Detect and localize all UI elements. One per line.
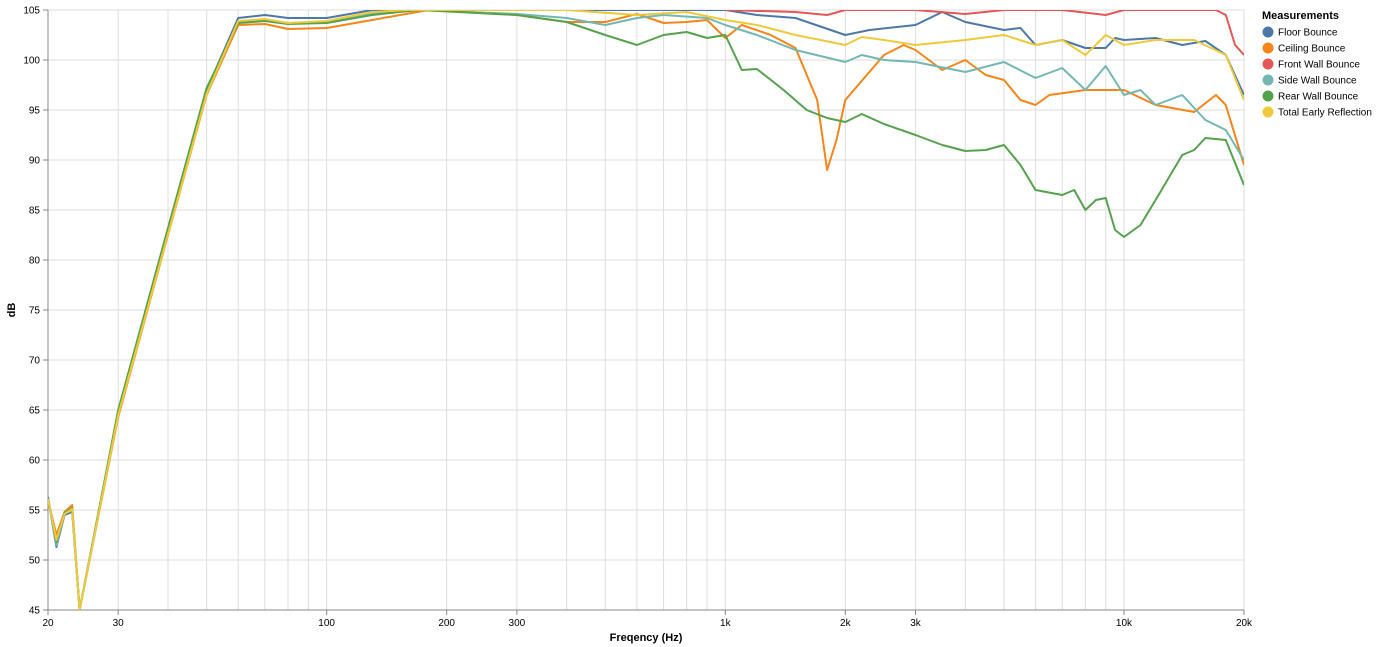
legend: Measurements Floor Bounce Ceiling Bounce F… xyxy=(1262,10,1372,119)
legend-swatch-ceiling-bounce xyxy=(1262,42,1274,54)
legend-label-floor-bounce: Floor Bounce xyxy=(1278,28,1338,39)
legend-label-front-wall-bounce: Front Wall Bounce xyxy=(1278,60,1360,71)
series-line-total-early-reflection xyxy=(48,10,1244,610)
x-tick-label: 20 xyxy=(42,618,54,629)
y-tick-label: 90 xyxy=(29,156,41,167)
legend-label-side-wall-bounce: Side Wall Bounce xyxy=(1278,76,1357,87)
y-tick-label: 95 xyxy=(29,106,41,117)
y-tick-label: 75 xyxy=(29,306,41,317)
y-tick-label: 55 xyxy=(29,506,41,517)
y-tick-label: 60 xyxy=(29,456,41,467)
x-tick-label: 20k xyxy=(1236,618,1253,629)
legend-label-rear-wall-bounce: Rear Wall Bounce xyxy=(1278,92,1359,103)
legend-swatch-front-wall-bounce xyxy=(1262,58,1274,70)
legend-title: Measurements xyxy=(1262,10,1339,22)
y-tick-label: 85 xyxy=(29,206,41,217)
y-tick-label: 50 xyxy=(29,556,41,567)
y-axis-title: dB xyxy=(6,303,18,318)
legend-swatch-floor-bounce xyxy=(1262,26,1274,38)
y-tick-label: 80 xyxy=(29,256,41,267)
x-tick-label: 100 xyxy=(318,618,335,629)
x-tick-label: 2k xyxy=(840,618,852,629)
y-tick-label: 105 xyxy=(23,6,40,17)
legend-label-ceiling-bounce: Ceiling Bounce xyxy=(1278,44,1346,55)
x-tick-label: 3k xyxy=(910,618,922,629)
x-tick-label: 200 xyxy=(438,618,455,629)
x-tick-label: 30 xyxy=(113,618,125,629)
y-tick-label: 100 xyxy=(23,56,40,67)
x-axis-title: Freqency (Hz) xyxy=(610,632,683,644)
series-lines xyxy=(48,10,1244,610)
legend-swatch-side-wall-bounce xyxy=(1262,74,1274,86)
series-line-rear-wall-bounce xyxy=(48,10,1244,610)
legend-label-total-early-reflection: Total Early Reflection xyxy=(1278,108,1372,119)
legend-swatch-rear-wall-bounce xyxy=(1262,90,1274,102)
y-tick-label: 45 xyxy=(29,606,41,617)
y-tick-label: 70 xyxy=(29,356,41,367)
x-tick-label: 300 xyxy=(509,618,526,629)
legend-swatch-total-early-reflection xyxy=(1262,106,1274,118)
axes: 20 30 100 200 300 1k 2k 3k 10k 20k 45 50 55 60 65 70 75 8… xyxy=(23,6,1253,630)
y-tick-label: 65 xyxy=(29,406,41,417)
x-tick-label: 10k xyxy=(1116,618,1133,629)
grid xyxy=(47,9,1245,611)
series-line-front-wall-bounce xyxy=(725,10,1244,56)
x-tick-label: 1k xyxy=(720,618,732,629)
